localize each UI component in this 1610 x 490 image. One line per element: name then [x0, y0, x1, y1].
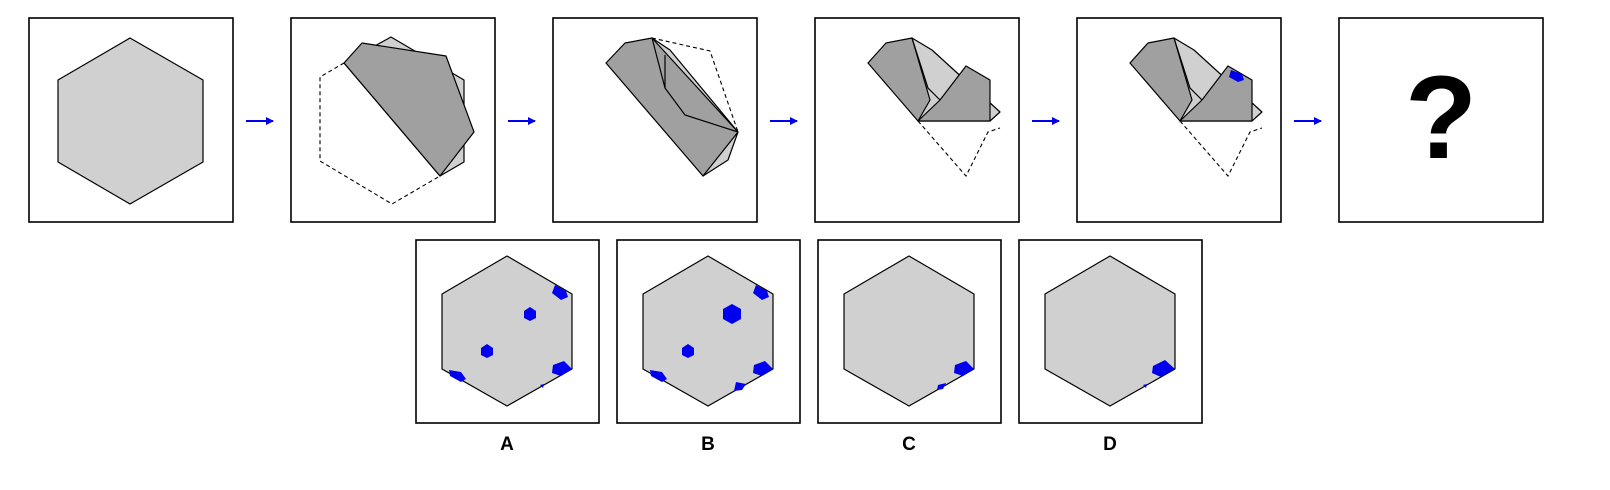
option-c-hole: [937, 383, 946, 390]
option-a-hole: [552, 285, 568, 300]
folded-flap: [343, 42, 475, 177]
option-b-hole: [753, 285, 769, 300]
step-5-panel: [1076, 17, 1282, 223]
option-d-hole: [1143, 384, 1147, 388]
step-3-panel: [552, 17, 758, 223]
folded-flap: [867, 37, 931, 122]
option-a-hole: [524, 307, 536, 321]
option-a-label: A: [500, 434, 514, 455]
step-1-panel: [28, 17, 234, 223]
option-c[interactable]: C: [817, 239, 1002, 455]
folded-flap: [605, 37, 739, 177]
option-b-label: B: [701, 434, 715, 455]
fold-outline-dashed: [917, 120, 1001, 177]
fold-outline-dashed: [651, 37, 739, 133]
option-a-hexagon: [441, 255, 573, 407]
option-d-label: D: [1103, 434, 1117, 455]
option-c-hexagon: [843, 255, 975, 407]
option-d-hexagon: [1044, 255, 1176, 407]
step-4-panel: [814, 17, 1020, 223]
option-b-hexagon: [642, 255, 774, 407]
option-d-hole: [1152, 360, 1175, 377]
option-c-hole: [954, 361, 974, 376]
option-b[interactable]: B: [616, 239, 801, 455]
option-d[interactable]: D: [1018, 239, 1203, 455]
option-a-hole: [481, 344, 493, 358]
option-a-hole: [540, 384, 544, 388]
folded-flap-top: [917, 65, 991, 122]
answer-frame: [1338, 17, 1544, 223]
crease-line: [1173, 37, 1203, 101]
step-6-panel: ?: [1338, 17, 1544, 223]
question-mark: ?: [1405, 52, 1477, 184]
folded-flap: [1129, 37, 1193, 122]
punch-hole: [1229, 70, 1244, 82]
option-a-hole: [449, 370, 466, 382]
option-b-hole: [753, 361, 773, 376]
paper-hexagon: [57, 37, 204, 205]
crease-line: [911, 37, 941, 101]
crease-line: [651, 37, 739, 133]
fold-outline-dashed: [1179, 120, 1263, 177]
option-b-hole: [682, 344, 694, 358]
option-b-hole: [650, 370, 667, 382]
option-c-label: C: [902, 434, 916, 455]
option-b-hole: [734, 382, 746, 391]
option-a-hole: [552, 361, 572, 376]
option-b-hole: [723, 304, 741, 324]
option-a[interactable]: A: [415, 239, 600, 455]
step-2-panel: [290, 17, 496, 223]
